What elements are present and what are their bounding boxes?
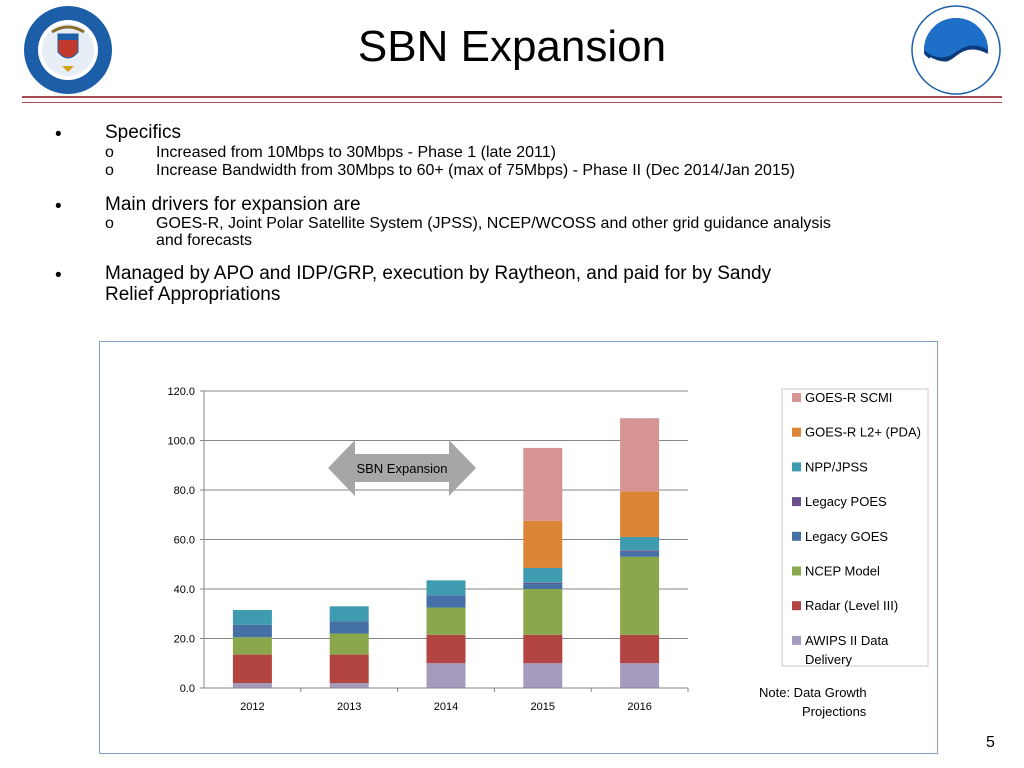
department-of-commerce-seal	[24, 6, 112, 94]
bar-segment	[232, 654, 272, 684]
legend-label: GOES-R L2+ (PDA)	[805, 425, 921, 440]
chart-container: 0.0 20.0 40.0 60.0 80.0 100.0 120.0 2012 2013 201…	[99, 341, 938, 754]
legend-label: Radar (Level III)	[805, 598, 898, 613]
legend-label: NCEP Model	[805, 564, 880, 579]
bar-segment	[329, 633, 369, 655]
y-tick-label: 20.0	[174, 634, 195, 646]
x-tick-label: 2013	[337, 701, 361, 713]
y-tick-label: 120.0	[167, 386, 195, 398]
bar-segment	[426, 595, 466, 608]
title-divider	[22, 96, 1002, 98]
legend-label: Legacy POES	[805, 494, 887, 509]
bar-segment	[620, 418, 660, 492]
sub-bullet-phase2: Increase Bandwidth from 30Mbps to 60+ (m…	[156, 162, 795, 179]
bar-segment	[523, 520, 563, 568]
bullet-marker: •	[55, 124, 62, 145]
bar-segment	[620, 551, 660, 557]
bar-segment	[232, 637, 272, 655]
bullet-marker: •	[55, 265, 62, 286]
legend-label: AWIPS II Data	[805, 633, 889, 648]
bullet-marker: •	[55, 196, 62, 217]
bar-segment	[232, 624, 272, 638]
sub-bullet-marker: o	[105, 162, 114, 179]
legend-label: Delivery	[805, 652, 852, 667]
chart-note: Note: Data Growth	[759, 685, 867, 700]
legend-swatch	[792, 635, 801, 645]
bullet-managed-line2: Relief Appropriations	[105, 284, 281, 305]
x-tick-label: 2015	[531, 701, 555, 713]
legend-swatch	[792, 531, 801, 541]
sub-bullet-marker: o	[105, 215, 114, 232]
bar-segment	[620, 634, 660, 664]
bar-segment	[232, 683, 272, 688]
bar-segment	[620, 556, 660, 635]
legend-swatch	[792, 393, 801, 402]
y-tick-label: 100.0	[167, 436, 195, 448]
bar-segment	[523, 582, 563, 585]
legend-swatch	[792, 462, 801, 472]
bar-segment	[523, 589, 563, 635]
sub-bullet-drivers-line2: and forecasts	[156, 232, 253, 249]
legend-label: NPP/JPSS	[805, 459, 868, 474]
bar-segment	[426, 580, 466, 596]
bar-segment	[329, 606, 369, 622]
y-tick-label: 80.0	[174, 485, 195, 497]
bar-segment	[232, 610, 272, 625]
title-divider-thin	[22, 102, 1002, 103]
bar-segment	[620, 663, 660, 688]
double-arrow-shape	[328, 440, 476, 496]
bar-segment	[329, 683, 369, 688]
legend-label: GOES-R SCMI	[805, 390, 892, 405]
bullet-managed-line1: Managed by APO and IDP/GRP, execution by…	[105, 263, 772, 284]
y-tick-label: 0.0	[180, 683, 195, 695]
bar-segment	[523, 584, 563, 589]
bullet-drivers: Main drivers for expansion are	[105, 194, 361, 215]
bar-segment	[426, 607, 466, 635]
bar-segment	[329, 621, 369, 634]
page-number: 5	[986, 734, 995, 751]
bar-segment	[329, 654, 369, 684]
legend-swatch	[792, 601, 801, 611]
arrow-label: SBN Expansion	[356, 461, 447, 476]
bar-segment	[523, 567, 563, 583]
x-tick-label: 2014	[434, 701, 458, 713]
y-tick-label: 40.0	[174, 584, 195, 596]
legend-swatch	[792, 497, 801, 507]
bar-segment	[620, 537, 660, 551]
bar-segment	[523, 634, 563, 664]
chart-note: Projections	[802, 704, 867, 719]
page-title: SBN Expansion	[357, 22, 667, 71]
sub-bullet-phase1: Increased from 10Mbps to 30Mbps - Phase …	[156, 144, 556, 161]
bar-segment	[523, 663, 563, 688]
bar-segment	[426, 663, 466, 688]
bar-segment	[523, 447, 563, 521]
noaa-logo	[911, 5, 1001, 95]
sub-bullet-drivers-line1: GOES-R, Joint Polar Satellite System (JP…	[156, 215, 831, 232]
bar-segment	[620, 491, 660, 538]
y-tick-label: 60.0	[174, 535, 195, 547]
legend-label: Legacy GOES	[805, 529, 888, 544]
stacked-bar-chart: 0.0 20.0 40.0 60.0 80.0 100.0 120.0 2012 2013 201…	[167, 386, 929, 719]
bullet-specifics: Specifics	[105, 122, 182, 143]
legend-swatch	[792, 427, 801, 437]
legend-box	[781, 388, 929, 667]
sub-bullet-marker: o	[105, 144, 114, 161]
x-tick-label: 2016	[627, 701, 651, 713]
bar-segment	[620, 550, 660, 552]
x-tick-label: 2012	[240, 701, 264, 713]
legend-swatch	[792, 566, 801, 576]
bar-segment	[426, 634, 466, 664]
